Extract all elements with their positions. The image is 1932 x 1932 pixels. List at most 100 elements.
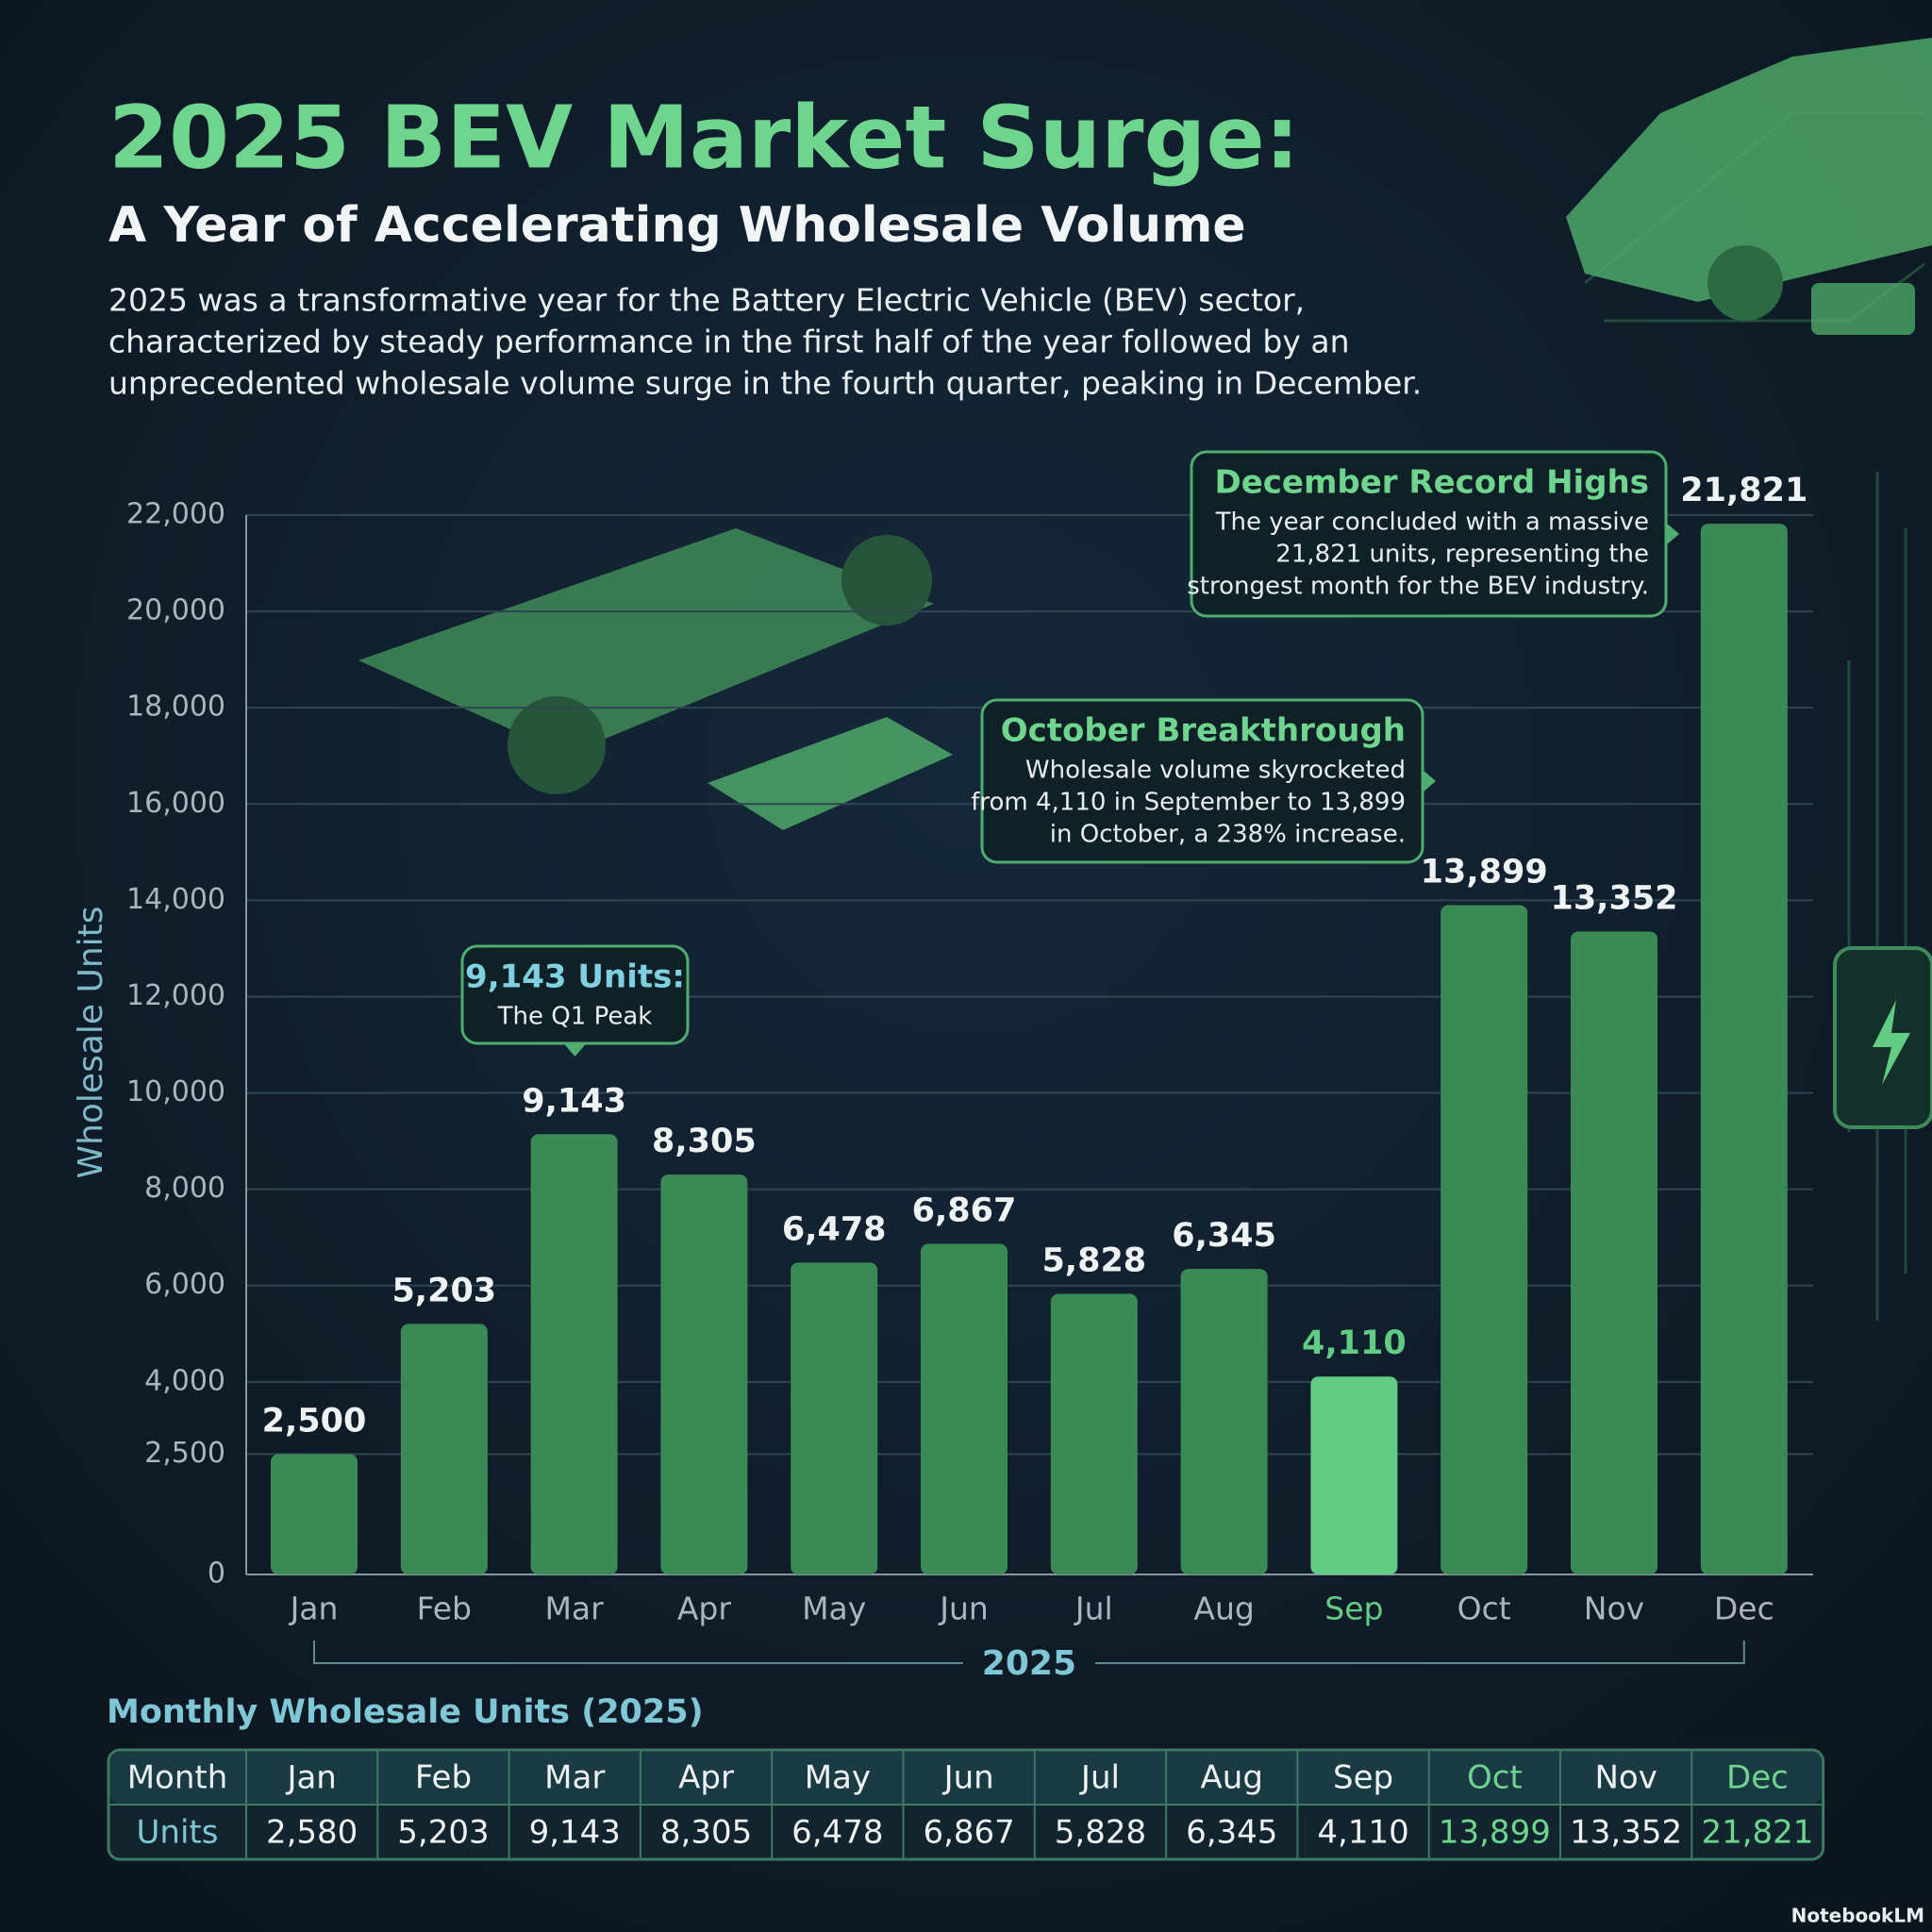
table-cell: Month xyxy=(127,1759,228,1797)
x-tick-label: Jul xyxy=(1074,1591,1113,1627)
annotation-line: Wholesale volume skyrocketed xyxy=(1025,757,1406,785)
bar xyxy=(271,1454,358,1574)
table-cell: May xyxy=(805,1759,871,1797)
value-label: 6,478 xyxy=(782,1210,887,1248)
x-label-bg xyxy=(962,1644,1095,1682)
value-label: 8,305 xyxy=(652,1123,757,1160)
value-label: 5,828 xyxy=(1041,1242,1146,1280)
annotation-title: December Record Highs xyxy=(1214,464,1649,502)
table-cell: Apr xyxy=(678,1759,734,1797)
table-title: Monthly Wholesale Units (2025) xyxy=(107,1693,704,1731)
annotation: October Breakthrough Wholesale volume sky… xyxy=(971,698,1436,864)
bar xyxy=(1310,1376,1398,1574)
x-tick-label: Jun xyxy=(938,1591,989,1627)
value-label: 5,203 xyxy=(391,1272,496,1309)
x-tick-label: Aug xyxy=(1193,1591,1254,1627)
x-tick-label: Nov xyxy=(1584,1591,1644,1627)
table-cell: 8,305 xyxy=(660,1814,752,1852)
description: 2025 was a transformative year for the B… xyxy=(108,282,1422,402)
y-tick-label: 0 xyxy=(208,1557,225,1591)
annotation-line: strongest month for the BEV industry. xyxy=(1187,573,1649,601)
table-cell: Jan xyxy=(285,1759,336,1797)
bar xyxy=(400,1324,488,1574)
bar xyxy=(1441,905,1528,1574)
value-label: 6,345 xyxy=(1172,1217,1276,1255)
table-cell: Aug xyxy=(1201,1759,1263,1797)
y-tick-label: 12,000 xyxy=(126,979,225,1012)
table-cell: 21,821 xyxy=(1701,1814,1813,1852)
table-cell: 4,110 xyxy=(1317,1814,1408,1852)
annotation: 9,143 Units: The Q1 Peak xyxy=(460,944,690,1057)
table-header-bg xyxy=(110,1752,1822,1805)
table-cell: Mar xyxy=(544,1759,605,1797)
bar xyxy=(660,1174,748,1574)
bar xyxy=(791,1262,878,1574)
plot: 0 2,500 4,000 6,000 8,000 10,000 12,000 14,000 1… xyxy=(126,450,1813,1683)
annotation-line: The Q1 Peak xyxy=(497,1003,653,1031)
footer: NotebookLM xyxy=(1791,1905,1924,1927)
description-line: characterized by steady performance in t… xyxy=(108,324,1350,360)
table-cell: 5,203 xyxy=(397,1814,489,1852)
value-label: 13,352 xyxy=(1550,879,1677,917)
table-cell: 6,867 xyxy=(923,1814,1014,1852)
annotation-line: in October, a 238% increase. xyxy=(1050,821,1406,849)
x-tick-label: Feb xyxy=(417,1591,472,1627)
y-tick-label: 14,000 xyxy=(126,883,225,916)
value-label: 9,143 xyxy=(522,1082,626,1120)
y-tick-label: 4,000 xyxy=(144,1364,225,1397)
x-tick-label: Sep xyxy=(1324,1591,1383,1627)
subtitle: A Year of Accelerating Wholesale Volume xyxy=(108,197,1246,254)
table-cell: 13,352 xyxy=(1570,1814,1682,1852)
car-illustration xyxy=(1566,38,1932,335)
y-tick-label: 6,000 xyxy=(144,1268,225,1301)
y-tick-label: 16,000 xyxy=(126,787,225,820)
y-tick-label: 10,000 xyxy=(126,1075,225,1108)
table-cell: 6,478 xyxy=(791,1814,883,1852)
annotation-line: The year concluded with a massive xyxy=(1215,508,1649,537)
annotation-pointer xyxy=(1423,770,1436,792)
table-cell: Jun xyxy=(942,1759,994,1797)
bar xyxy=(1571,931,1657,1574)
battery-icon xyxy=(1833,946,1932,1129)
annotation-title: October Breakthrough xyxy=(1001,712,1406,750)
table-cell: Nov xyxy=(1594,1759,1657,1797)
y-tick-label: 2,500 xyxy=(144,1437,225,1470)
y-tick-label: 18,000 xyxy=(126,691,225,724)
table-cell: 5,828 xyxy=(1055,1814,1146,1852)
x-axis-label: 2025 xyxy=(982,1644,1076,1683)
table-cell: 2,580 xyxy=(266,1814,358,1852)
x-tick-label: Apr xyxy=(677,1591,732,1627)
table-cell: Jul xyxy=(1079,1759,1120,1797)
x-tick-label: Oct xyxy=(1457,1591,1511,1627)
annotation-pointer xyxy=(563,1043,587,1057)
description-line: unprecedented wholesale volume surge in … xyxy=(108,365,1422,402)
y-tick-label: 20,000 xyxy=(126,594,225,627)
value-label: 4,110 xyxy=(1302,1324,1407,1362)
annotation-line: from 4,110 in September to 13,899 xyxy=(971,789,1406,817)
table-cell: Sep xyxy=(1333,1759,1393,1797)
y-tick-label: 8,000 xyxy=(144,1172,225,1205)
value-label: 13,899 xyxy=(1421,854,1548,891)
chassis-illustration xyxy=(358,528,953,830)
table-cell: Dec xyxy=(1726,1759,1789,1797)
table-cell: Feb xyxy=(415,1759,472,1797)
description-line: 2025 was a transformative year for the B… xyxy=(108,282,1305,319)
table-cell: 13,899 xyxy=(1439,1814,1551,1852)
title: 2025 BEV Market Surge: xyxy=(108,87,1300,188)
table-cell: Units xyxy=(137,1814,219,1852)
x-tick-label: Dec xyxy=(1714,1591,1774,1627)
value-label: 21,821 xyxy=(1680,472,1807,509)
value-label: 2,500 xyxy=(262,1402,367,1440)
bar xyxy=(1180,1269,1268,1574)
table: Monthly Wholesale Units (2025) Month Jan Fe… xyxy=(107,1693,1825,1861)
x-tick-label: May xyxy=(802,1591,866,1627)
annotation-line: 21,821 units, representing the xyxy=(1275,541,1649,569)
annotation-title: 9,143 Units: xyxy=(465,958,685,996)
table-cell: 6,345 xyxy=(1186,1814,1277,1852)
bar xyxy=(921,1243,1008,1574)
y-axis-label: Wholesale Units xyxy=(72,906,110,1178)
x-tick-label: Jan xyxy=(289,1591,339,1627)
x-tick-label: Mar xyxy=(544,1591,604,1627)
y-tick-label: 22,000 xyxy=(126,498,225,531)
